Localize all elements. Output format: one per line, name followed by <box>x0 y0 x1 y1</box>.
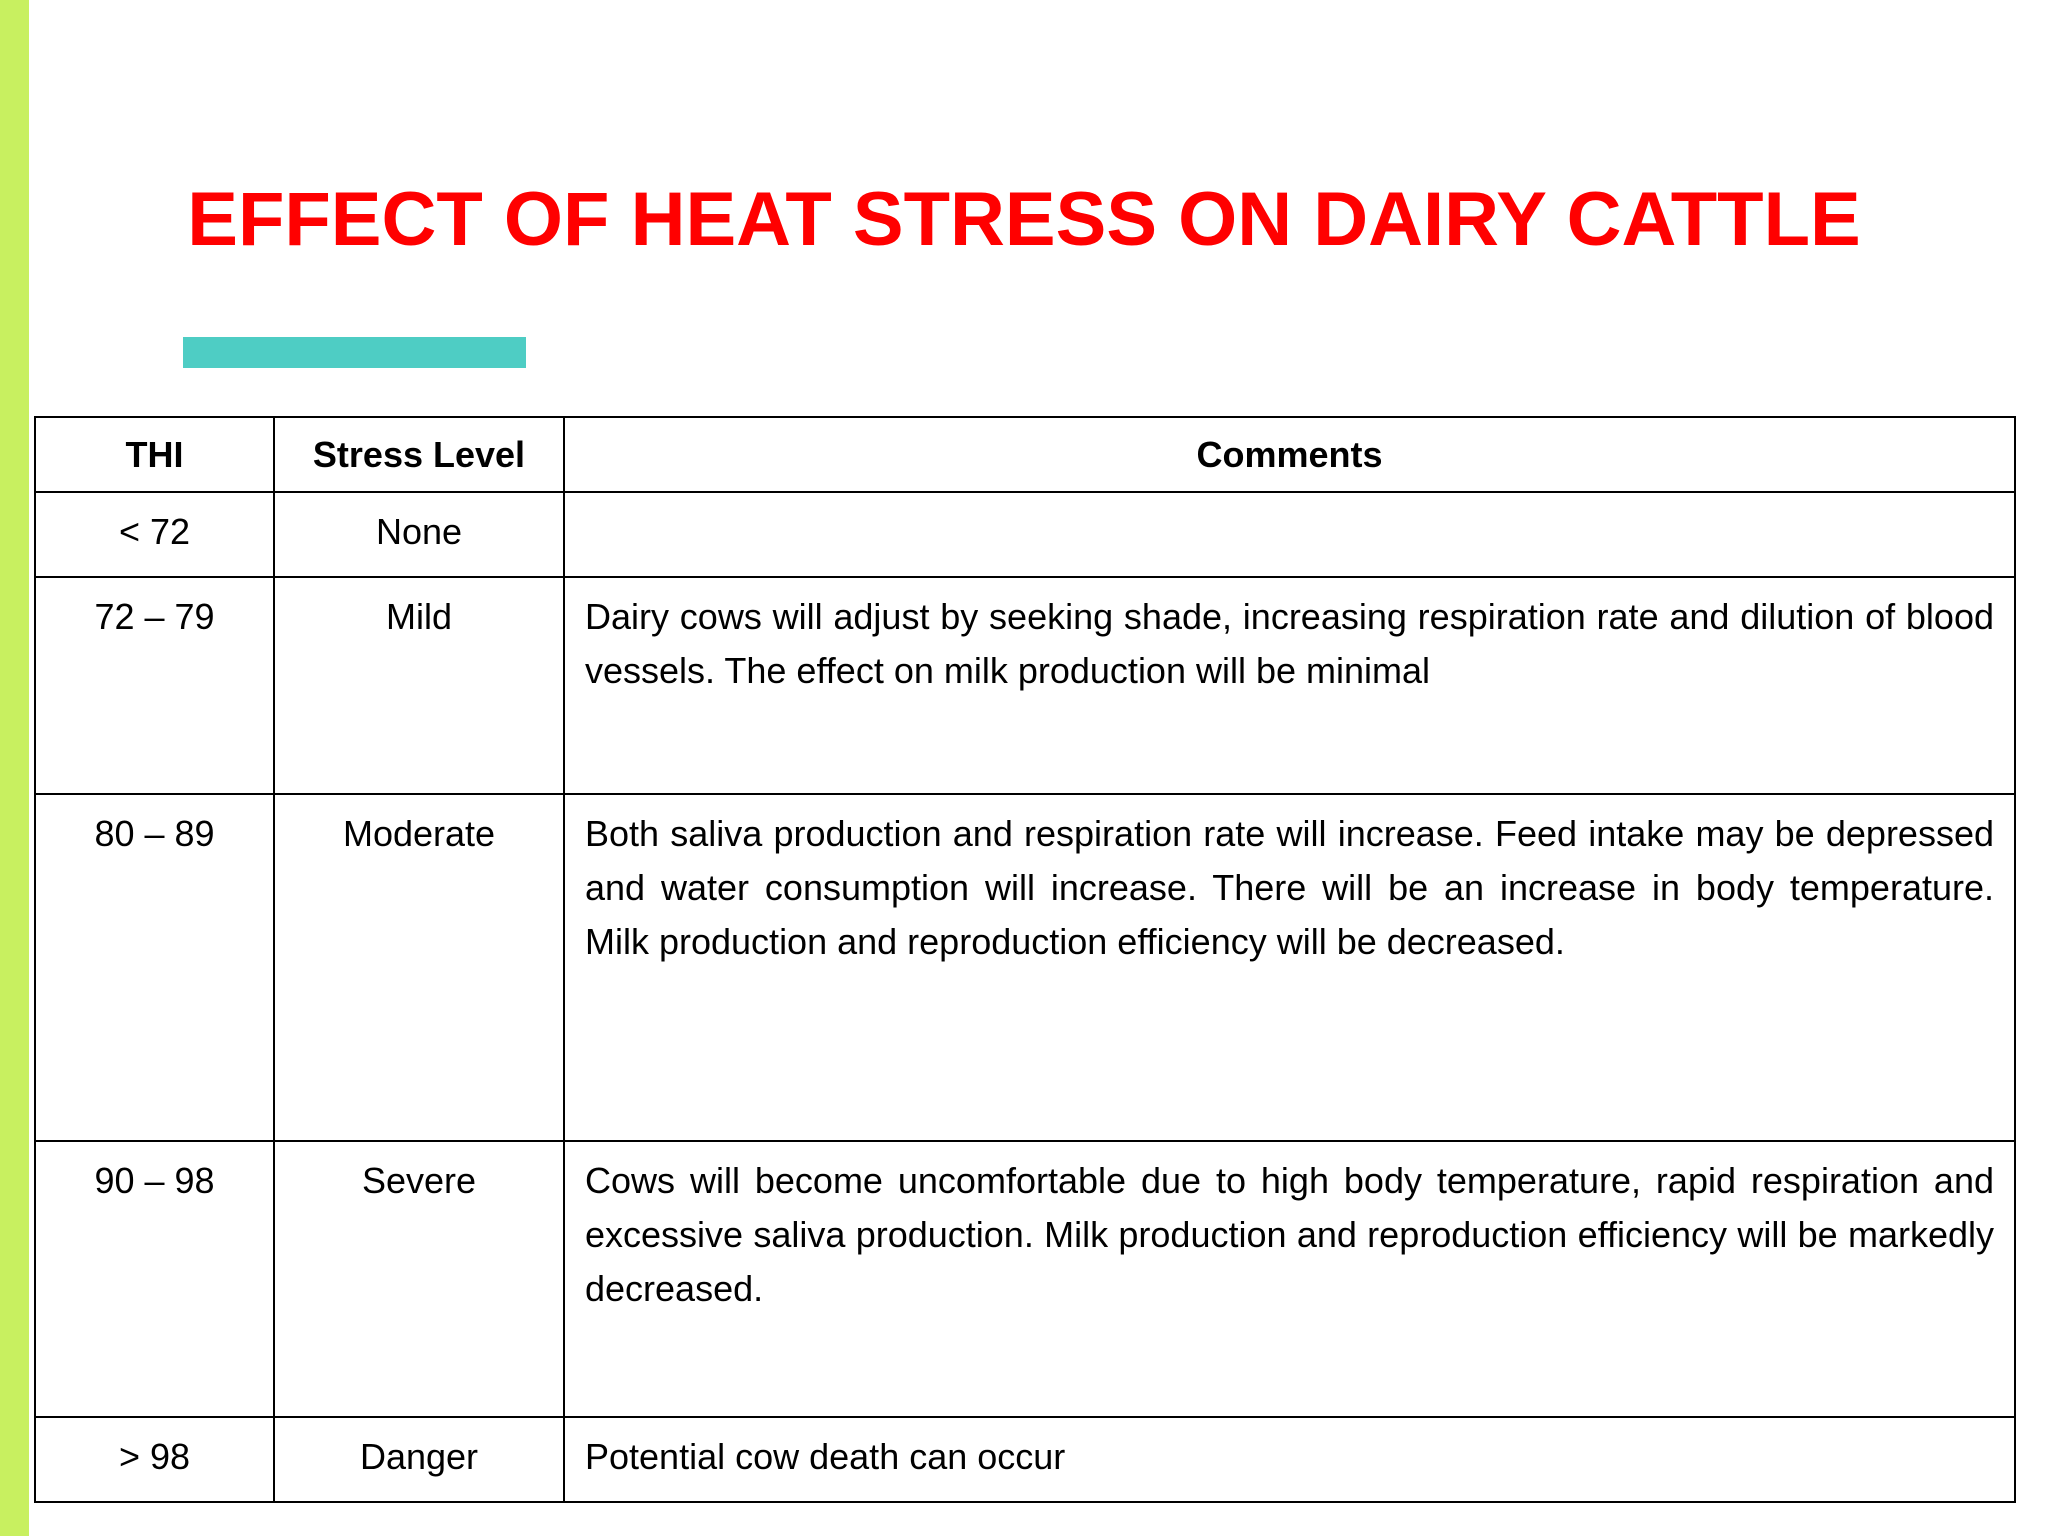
thi-cell: > 98 <box>34 1416 275 1503</box>
level-cell: None <box>273 491 565 578</box>
comment-cell: Dairy cows will adjust by seeking shade,… <box>563 576 2016 795</box>
thi-cell: < 72 <box>34 491 275 578</box>
slide-title: EFFECT OF HEAT STRESS ON DAIRY CATTLE <box>187 177 1861 262</box>
level-cell: Danger <box>273 1416 565 1503</box>
comment-cell: Both saliva production and respiration r… <box>563 793 2016 1142</box>
level-cell: Mild <box>273 576 565 795</box>
header-cell: Comments <box>563 416 2016 493</box>
level-cell: Severe <box>273 1140 565 1418</box>
side-bar <box>0 0 29 1536</box>
comment-cell <box>563 491 2016 578</box>
header-row: THI Stress Level Comments <box>34 416 2016 493</box>
table-row: 72 – 79 Mild Dairy cows will adjust by see… <box>34 576 2016 795</box>
table-row: < 72 None <box>34 491 2016 578</box>
stress-table: THI Stress Level Comments < 72 None 72 – 79 M… <box>34 416 2016 1503</box>
thi-cell: 90 – 98 <box>34 1140 275 1418</box>
thi-cell: 80 – 89 <box>34 793 275 1142</box>
accent-bar <box>183 337 526 368</box>
comment-cell: Cows will become uncomfortable due to hi… <box>563 1140 2016 1418</box>
comment-cell: Potential cow death can occur <box>563 1416 2016 1503</box>
header-cell: Stress Level <box>273 416 565 493</box>
header-cell: THI <box>34 416 275 493</box>
level-cell: Moderate <box>273 793 565 1142</box>
table-row: 90 – 98 Severe Cows will become uncomforta… <box>34 1140 2016 1418</box>
table-row: 80 – 89 Moderate Both saliva production an… <box>34 793 2016 1142</box>
table-row: > 98 Danger Potential cow death can occur <box>34 1416 2016 1503</box>
thi-cell: 72 – 79 <box>34 576 275 795</box>
